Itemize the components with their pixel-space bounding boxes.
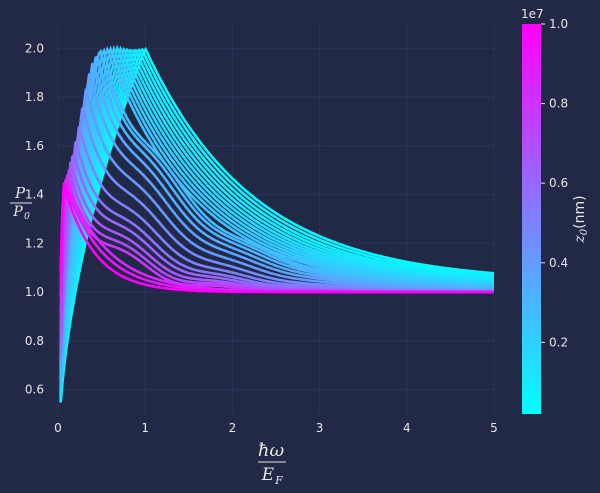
x-label-numerator: ħω — [258, 440, 285, 461]
series-line — [59, 48, 494, 397]
series-line — [59, 151, 494, 343]
colorbar: 1e7 0.2 0.4 0.6 0.8 1.0 z0(nm) — [521, 7, 590, 414]
colorbar-offset-text: 1e7 — [521, 7, 544, 21]
series-line — [59, 47, 494, 395]
colorbar-tick-label: 0.8 — [549, 97, 568, 111]
colorbar-label-var: z — [572, 235, 588, 244]
x-tick-labels: 0 1 2 3 4 5 — [54, 421, 498, 435]
colorbar-label-unit: (nm) — [572, 195, 588, 228]
x-tick-label: 3 — [316, 421, 324, 435]
series-line — [59, 45, 494, 391]
y-tick-label: 0.6 — [25, 383, 44, 397]
y-tick-label: 0.8 — [25, 334, 44, 348]
colorbar-tick-label: 0.4 — [549, 256, 568, 270]
y-tick-label: 1.0 — [25, 285, 44, 299]
colorbar-tick-label: 0.6 — [549, 176, 568, 190]
x-tick-label: 2 — [229, 421, 237, 435]
y-label-subscript: 0 — [24, 212, 30, 222]
series-line — [59, 48, 494, 400]
x-tick-label: 1 — [141, 421, 149, 435]
y-tick-label: 2.0 — [25, 41, 44, 55]
y-label-denominator: P — [12, 204, 23, 220]
x-tick-label: 4 — [403, 421, 411, 435]
colorbar-label-sub: 0 — [579, 228, 590, 235]
y-tick-label: 1.8 — [25, 90, 44, 104]
colorbar-label: z0(nm) — [572, 195, 590, 243]
series-line — [59, 47, 494, 402]
colorbar-tick-labels: 0.2 0.4 0.6 0.8 1.0 — [541, 17, 568, 349]
y-axis-label: P P 0 — [10, 184, 32, 222]
y-label-numerator: P — [14, 184, 26, 202]
x-label-denominator: E — [261, 465, 275, 485]
y-tick-labels: 0.6 0.8 1.0 1.2 1.4 1.6 1.8 2.0 — [25, 41, 44, 396]
y-tick-label: 1.6 — [25, 139, 44, 153]
x-label-subscript: F — [274, 474, 283, 487]
svg-text:z0(nm): z0(nm) — [572, 195, 590, 243]
colorbar-tick-label: 0.2 — [549, 335, 568, 349]
x-tick-label: 5 — [490, 421, 498, 435]
series-line — [59, 87, 494, 362]
y-tick-label: 1.4 — [25, 188, 44, 202]
x-axis-label: ħω E F — [258, 440, 286, 487]
y-tick-label: 1.2 — [25, 236, 44, 250]
series-line — [59, 46, 494, 393]
series-line — [59, 184, 494, 294]
curves — [59, 44, 494, 403]
colorbar-tick-label: 1.0 — [549, 17, 568, 31]
colorbar-gradient — [522, 24, 541, 414]
x-tick-label: 0 — [54, 421, 62, 435]
